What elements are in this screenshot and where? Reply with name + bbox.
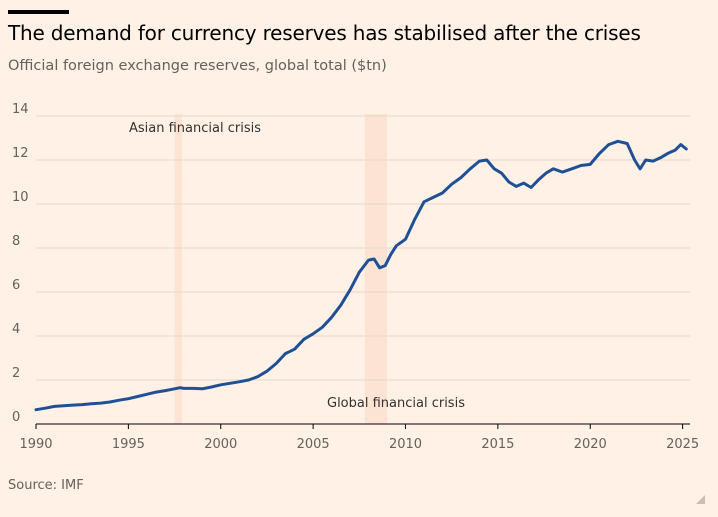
x-tick-label: 2010 — [389, 437, 422, 452]
y-tick-label: 12 — [12, 146, 29, 161]
source-note: Source: IMF — [8, 478, 84, 493]
x-tick-label: 1995 — [112, 437, 145, 452]
y-tick-label: 2 — [12, 366, 20, 381]
x-tick-label: 2005 — [297, 437, 330, 452]
x-tick-label: 1990 — [19, 437, 52, 452]
y-axis-labels: 0 2 4 6 8 10 12 14 — [12, 102, 29, 425]
x-tick-label: 2025 — [666, 437, 699, 452]
reserves-line-0 — [36, 141, 686, 409]
annotation-global-crisis: Global financial crisis — [327, 396, 465, 411]
x-tick-label: 2015 — [481, 437, 514, 452]
y-tick-label: 10 — [12, 190, 29, 205]
y-tick-label: 8 — [12, 234, 20, 249]
y-tick-label: 14 — [12, 102, 29, 117]
x-tick-label: 2000 — [204, 437, 237, 452]
y-tick-label: 4 — [12, 322, 20, 337]
annotation-asian-crisis: Asian financial crisis — [129, 121, 261, 136]
resize-corner-icon — [696, 495, 705, 504]
y-tick-label: 0 — [12, 410, 20, 425]
line-chart: 0 2 4 6 8 10 12 14 1990 1995 2000 2005 2010 2015 2020… — [0, 0, 718, 517]
series-group — [36, 141, 686, 409]
x-tick-label: 2020 — [574, 437, 607, 452]
y-tick-label: 6 — [12, 278, 20, 293]
x-axis: 1990 1995 2000 2005 2010 2015 2020 2025 — [19, 424, 699, 452]
